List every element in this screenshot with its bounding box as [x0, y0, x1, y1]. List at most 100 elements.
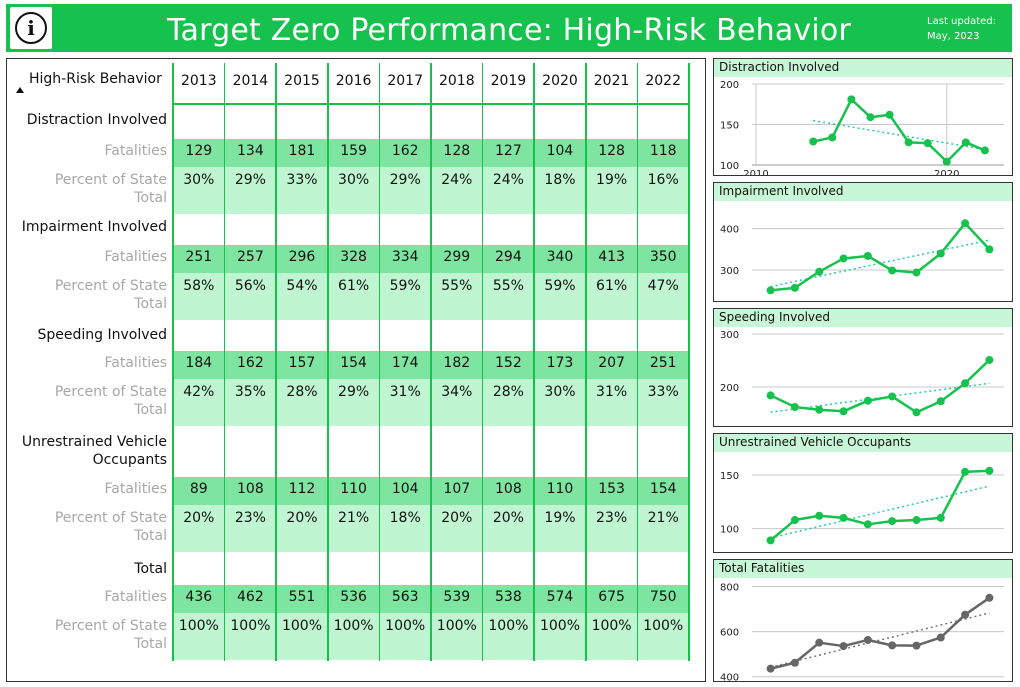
trend-chart[interactable]: 100 150 Unrestrained Vehicle Occupants: [713, 433, 1013, 553]
column-header-behavior[interactable]: High-Risk Behavior: [29, 71, 162, 87]
column-header-year[interactable]: 2015: [284, 73, 320, 89]
data-point: [904, 138, 913, 147]
trend-chart-svg: 400 600 800: [720, 583, 1004, 681]
percent-cell: 61%: [596, 278, 628, 294]
percent-cell: 29%: [338, 384, 370, 400]
fatalities-cell: 350: [649, 249, 677, 265]
column-header-year[interactable]: 2020: [542, 73, 578, 89]
category-label-line: Occupants: [92, 452, 167, 468]
data-point: [839, 642, 848, 651]
percent-label: Percent of State Total: [55, 277, 167, 313]
fatalities-cell: 299: [443, 249, 471, 265]
trend-chart[interactable]: 200 300 Speeding Involved: [713, 308, 1013, 427]
y-tick-label: 400: [720, 225, 739, 236]
percent-cell: 29%: [234, 172, 266, 188]
fatalities-cell: 128: [443, 143, 471, 159]
column-header-year[interactable]: 2014: [232, 73, 269, 89]
fatalities-cell: 108: [495, 481, 522, 497]
data-point: [790, 403, 799, 412]
column-header-year[interactable]: 2013: [180, 73, 217, 89]
data-point: [985, 355, 994, 364]
percent-cell: 100%: [178, 618, 219, 634]
data-point: [961, 219, 970, 228]
trend-chart[interactable]: 100 150 200 2010 2020 Distraction Involved: [713, 58, 1013, 176]
y-tick-label: 300: [720, 330, 739, 341]
percent-label-line: Percent of State: [54, 172, 167, 188]
category-label-line: Speeding Involved: [37, 327, 167, 343]
data-point: [839, 407, 848, 416]
data-point: [961, 467, 970, 476]
percent-label: Percent of State Total: [55, 509, 167, 545]
fatalities-cell: 159: [340, 143, 367, 159]
fatalities-cell: 162: [391, 143, 419, 159]
chart-title: Total Fatalities: [714, 560, 1012, 578]
column-header-year[interactable]: 2022: [645, 73, 681, 89]
percent-cell: 100%: [281, 618, 322, 634]
fatalities-cell: 182: [443, 355, 471, 371]
series-line: [769, 469, 990, 542]
column-header-year[interactable]: 2017: [387, 73, 423, 89]
fatalities-cell: 173: [546, 355, 574, 371]
fatalities-cell: 328: [340, 249, 367, 265]
fatalities-cell: 296: [288, 249, 316, 265]
fatalities-cell: 128: [598, 143, 625, 159]
trend-chart-svg: 100 150 200 2010 2020: [720, 80, 1004, 175]
trend-chart[interactable]: 300 400 Impairment Involved: [713, 182, 1013, 302]
column-divider: [327, 63, 329, 661]
fatalities-cell: 174: [391, 355, 419, 371]
percent-cell: 21%: [338, 510, 370, 526]
percent-cell: 54%: [286, 278, 318, 294]
fatalities-cell: 104: [546, 143, 574, 159]
category-label-line: Total: [134, 561, 167, 577]
percent-cell: 33%: [647, 384, 679, 400]
percent-label-line: Total: [134, 528, 167, 544]
data-point: [863, 396, 872, 405]
fatalities-label: Fatalities: [104, 355, 167, 371]
data-point: [961, 610, 970, 619]
category-label: Distraction Involved: [27, 111, 167, 129]
info-button[interactable]: i: [10, 7, 52, 49]
sort-ascending-icon[interactable]: [16, 87, 24, 93]
data-point: [936, 249, 945, 258]
trendline: [813, 119, 986, 151]
fatalities-cell: 112: [288, 481, 316, 497]
fatalities-cell: 127: [495, 143, 522, 159]
percent-label-line: Percent of State: [54, 510, 167, 526]
percent-label-line: Total: [134, 636, 167, 652]
data-point: [815, 511, 824, 520]
percent-cell: 28%: [492, 384, 524, 400]
percent-label: Percent of State Total: [55, 171, 167, 207]
category-label-line: Impairment Involved: [21, 219, 167, 235]
percent-cell: 29%: [389, 172, 421, 188]
fatalities-cell: 152: [495, 355, 522, 371]
fatalities-cell: 334: [391, 249, 419, 265]
column-header-year[interactable]: 2016: [335, 73, 372, 89]
data-point: [839, 254, 848, 263]
trendline: [770, 485, 990, 539]
column-header-year[interactable]: 2021: [593, 73, 630, 89]
category-label: Speeding Involved: [37, 326, 167, 344]
trend-chart[interactable]: 400 600 800 Total Fatalities: [713, 559, 1013, 682]
percent-cell: 20%: [286, 510, 318, 526]
header-bar: i Target Zero Performance: High-Risk Beh…: [6, 4, 1012, 52]
fatalities-cell: 675: [598, 589, 625, 605]
data-point: [936, 397, 945, 406]
data-point: [790, 658, 799, 667]
column-header-year[interactable]: 2018: [438, 73, 475, 89]
category-label: Impairment Involved: [22, 218, 167, 236]
fatalities-cell: 157: [288, 355, 316, 371]
fatalities-cell: 129: [185, 143, 213, 159]
column-header-year[interactable]: 2019: [490, 73, 527, 89]
column-divider: [223, 63, 226, 661]
percent-label-line: Total: [134, 190, 167, 206]
y-tick-label: 100: [720, 161, 739, 172]
percent-cell: 55%: [441, 278, 473, 294]
percent-label-line: Percent of State: [54, 278, 167, 294]
fatalities-cell: 162: [237, 355, 264, 371]
percent-cell: 100%: [539, 618, 580, 634]
percent-cell: 100%: [436, 618, 477, 634]
data-point: [888, 641, 897, 650]
y-tick-label: 600: [720, 628, 739, 639]
percent-cell: 18%: [544, 172, 576, 188]
fatalities-cell: 110: [546, 481, 574, 497]
